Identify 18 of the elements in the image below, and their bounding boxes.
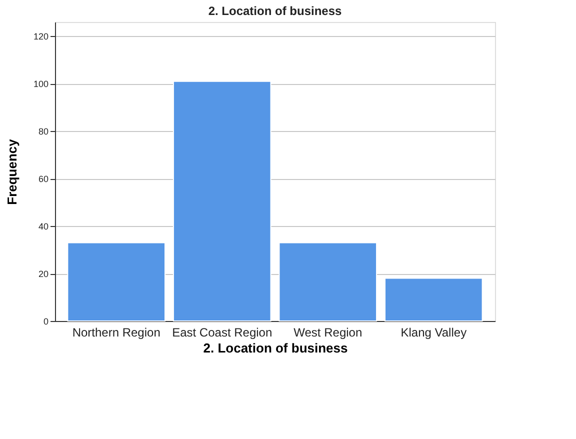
y-tick-label: 60 [38, 174, 48, 184]
x-tick-label: Northern Region [72, 326, 160, 340]
y-tick-label: 80 [38, 126, 48, 137]
chart-title: 2. Location of business [208, 4, 342, 18]
bar [172, 80, 272, 322]
bar [278, 242, 378, 322]
bar [384, 278, 483, 322]
y-tick-label: 40 [38, 222, 48, 232]
y-tick-label: 0 [43, 316, 48, 326]
x-tick-label: Klang Valley [400, 326, 467, 340]
bar [67, 242, 166, 322]
y-axis-title: Frequency [4, 138, 20, 205]
x-axis-title: 2. Location of business [203, 340, 348, 356]
y-tick-label: 100 [33, 79, 48, 90]
y-tick-label: 120 [33, 32, 48, 42]
y-tick-label: 20 [38, 269, 48, 280]
x-tick-label: East Coast Region [172, 326, 272, 340]
x-tick-label: West Region [294, 326, 362, 340]
